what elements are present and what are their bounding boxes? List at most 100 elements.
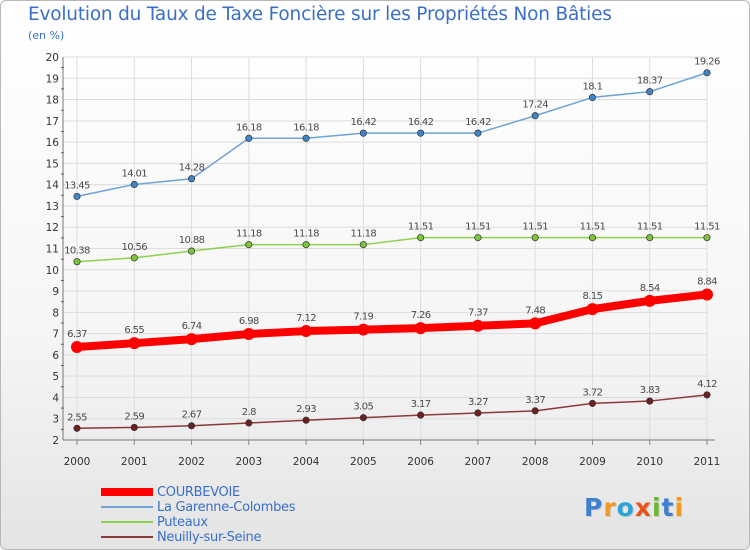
x-tick-label: 2003 [235, 456, 262, 468]
data-point-puteaux [703, 234, 711, 242]
data-point-la-garenne-colombes [531, 112, 539, 120]
legend-item: Neuilly-sur-Seine [101, 529, 261, 545]
data-label-la-garenne-colombes: 16.42 [465, 117, 491, 128]
data-label-puteaux: 11.18 [351, 229, 377, 240]
legend-label: Puteaux [157, 514, 208, 530]
data-label-courbevoie: 7.26 [411, 310, 431, 321]
y-tick-label: 18 [46, 95, 59, 107]
data-point-la-garenne-colombes [474, 129, 482, 137]
data-label-neuilly-sur-seine: 3.37 [525, 395, 545, 406]
data-label-neuilly-sur-seine: 4.12 [697, 379, 717, 390]
data-label-courbevoie: 8.54 [640, 283, 660, 294]
legend-label: La Garenne-Colombes [157, 499, 296, 515]
data-point-la-garenne-colombes [187, 175, 196, 183]
data-label-courbevoie: 6.74 [182, 321, 202, 332]
data-label-puteaux: 11.51 [580, 222, 606, 233]
logo-letter: x [634, 493, 652, 522]
data-label-neuilly-sur-seine: 2.55 [67, 412, 87, 423]
data-label-puteaux: 11.51 [465, 222, 491, 233]
data-point-neuilly-sur-seine [130, 423, 138, 431]
data-point-puteaux [359, 241, 367, 249]
data-point-courbevoie [586, 303, 599, 316]
data-label-la-garenne-colombes: 19.26 [694, 57, 720, 68]
x-tick-label: 2011 [694, 456, 721, 468]
x-tick-label: 2009 [579, 456, 606, 468]
data-label-la-garenne-colombes: 13.45 [64, 180, 90, 191]
data-point-courbevoie [242, 328, 255, 341]
logo-letter: t [661, 493, 675, 522]
data-point-la-garenne-colombes [302, 134, 310, 142]
legend-label: COURBEVOIE [157, 484, 240, 500]
x-tick-label: 2002 [178, 456, 205, 468]
chart-title: Evolution du Taux de Taxe Foncière sur l… [28, 4, 612, 25]
legend-swatch [101, 536, 153, 538]
data-point-la-garenne-colombes [245, 134, 253, 142]
data-point-courbevoie [414, 322, 427, 335]
data-label-courbevoie: 7.48 [525, 305, 545, 316]
series-line-puteaux [76, 236, 708, 263]
data-point-puteaux [302, 241, 310, 249]
data-label-puteaux: 11.51 [694, 222, 720, 233]
y-tick-label: 9 [52, 286, 59, 298]
legend-item: COURBEVOIE [101, 484, 240, 500]
logo-letter: P [584, 493, 604, 522]
data-label-la-garenne-colombes: 16.42 [408, 117, 434, 128]
logo-letter: r [603, 493, 617, 522]
data-point-puteaux [588, 234, 597, 242]
y-tick-label: 7 [52, 329, 59, 341]
data-point-neuilly-sur-seine [245, 419, 253, 427]
data-point-courbevoie [128, 337, 141, 350]
x-tick-label: 2007 [465, 456, 492, 468]
series-line-courbevoie [73, 290, 711, 352]
data-point-neuilly-sur-seine [302, 416, 310, 424]
legend-item: Puteaux [101, 514, 208, 530]
data-label-courbevoie: 8.15 [583, 291, 603, 302]
data-point-neuilly-sur-seine [703, 391, 711, 399]
data-label-la-garenne-colombes: 17.24 [522, 100, 548, 111]
data-point-courbevoie [185, 333, 198, 346]
data-point-puteaux [531, 234, 539, 242]
y-tick-label: 14 [46, 180, 60, 192]
data-label-neuilly-sur-seine: 2.59 [124, 411, 144, 422]
legend-swatch [101, 506, 153, 508]
data-label-neuilly-sur-seine: 3.17 [411, 399, 431, 410]
logo-letter: i [652, 493, 662, 522]
series-line-la-garenne-colombes [76, 71, 708, 198]
data-point-la-garenne-colombes [417, 129, 425, 137]
data-point-la-garenne-colombes [73, 192, 81, 200]
data-label-courbevoie: 6.98 [239, 316, 259, 327]
data-label-neuilly-sur-seine: 2.67 [182, 410, 202, 421]
data-point-neuilly-sur-seine [474, 409, 482, 417]
y-tick-label: 19 [46, 73, 59, 85]
x-tick-label: 2001 [121, 456, 148, 468]
data-point-courbevoie [643, 294, 656, 307]
data-point-la-garenne-colombes [703, 69, 711, 77]
y-tick-label: 4 [52, 392, 59, 404]
data-label-neuilly-sur-seine: 3.83 [640, 385, 660, 396]
data-label-puteaux: 10.56 [121, 242, 147, 253]
data-label-courbevoie: 7.12 [296, 313, 316, 324]
y-tick-label: 2 [52, 435, 59, 447]
data-label-courbevoie: 6.55 [124, 325, 144, 336]
data-point-la-garenne-colombes [588, 93, 597, 101]
y-tick-label: 5 [52, 371, 59, 383]
data-point-neuilly-sur-seine [73, 424, 81, 432]
data-point-la-garenne-colombes [359, 129, 367, 137]
y-tick-label: 3 [52, 414, 59, 426]
data-point-courbevoie [701, 288, 713, 301]
data-label-courbevoie: 6.37 [67, 329, 87, 340]
data-point-puteaux [474, 234, 482, 242]
data-point-puteaux [417, 234, 425, 242]
y-tick-label: 13 [46, 201, 59, 213]
data-label-puteaux: 11.18 [236, 229, 262, 240]
y-tick-label: 16 [46, 137, 60, 149]
data-point-la-garenne-colombes [646, 88, 654, 96]
data-point-la-garenne-colombes [130, 180, 138, 189]
legend-swatch [101, 488, 153, 496]
data-point-courbevoie [300, 325, 313, 338]
y-tick-label: 6 [52, 350, 59, 362]
data-label-neuilly-sur-seine: 2.93 [296, 404, 316, 415]
x-tick-label: 2004 [293, 456, 320, 468]
data-label-courbevoie: 8.84 [697, 276, 717, 287]
